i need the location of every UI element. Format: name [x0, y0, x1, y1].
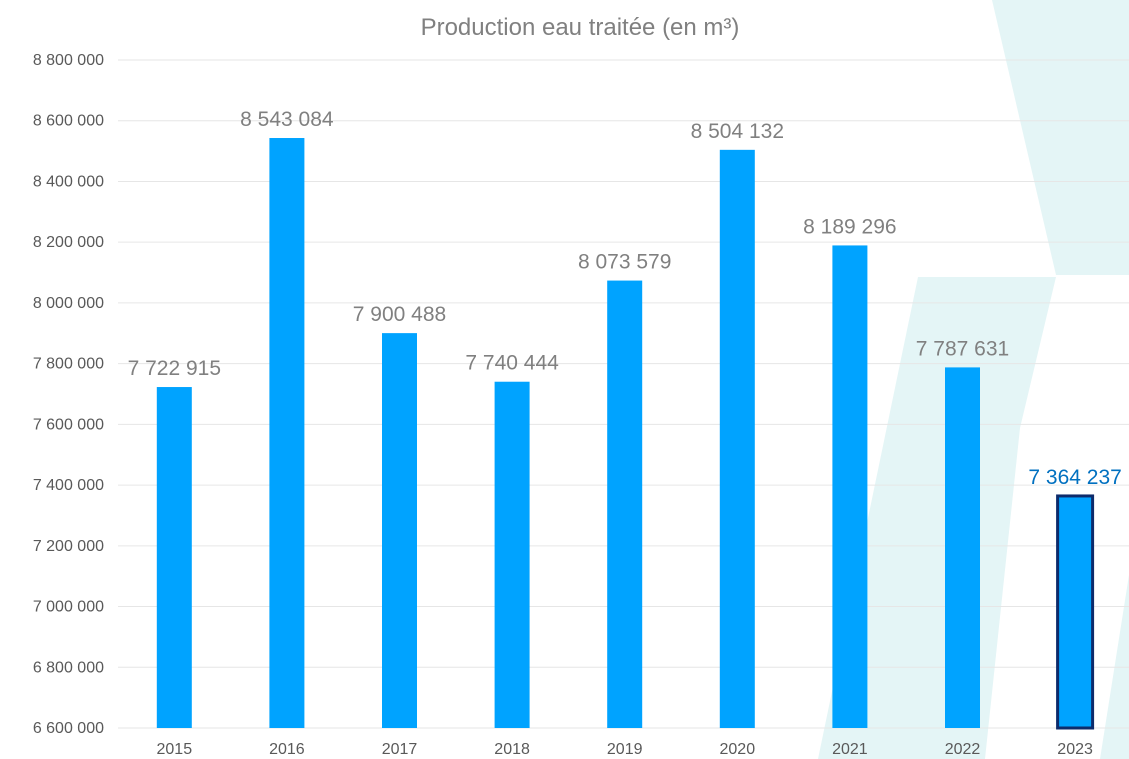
x-tick-label-2015: 2015 [157, 741, 193, 758]
data-label-2020: 8 504 132 [691, 120, 784, 143]
background-decoration [818, 0, 1129, 759]
x-tick-label-2020: 2020 [720, 741, 756, 758]
data-label-2022: 7 787 631 [916, 337, 1009, 360]
bar-2022 [945, 367, 980, 728]
y-tick-label: 8 000 000 [33, 295, 104, 312]
x-tick-label-2017: 2017 [382, 741, 418, 758]
bar-2023 [1056, 494, 1095, 730]
data-labels: 7 722 915 8 543 084 7 900 488 7 740 444 8 07… [128, 108, 1122, 489]
y-tick-label: 8 200 000 [33, 234, 104, 251]
bar-2016 [269, 138, 305, 728]
bar-2015 [156, 387, 192, 728]
y-tick-label: 8 600 000 [33, 113, 104, 130]
bar-2021 [832, 245, 868, 728]
background-stripe-bottom [818, 277, 1056, 759]
x-tick-label-2019: 2019 [607, 741, 643, 758]
data-label-2023: 7 364 237 [1028, 466, 1121, 489]
y-tick-label: 8 800 000 [33, 52, 104, 69]
y-tick-label: 7 400 000 [33, 477, 104, 494]
y-tick-label: 6 800 000 [33, 659, 104, 676]
bar-2018 [494, 381, 530, 728]
y-tick-label: 7 600 000 [33, 416, 104, 433]
y-tick-label: 7 800 000 [33, 356, 104, 373]
x-tick-label-2022: 2022 [945, 741, 981, 758]
data-label-2017: 7 900 488 [353, 303, 446, 326]
background-stripe-top [992, 0, 1129, 275]
data-label-2021: 8 189 296 [803, 215, 896, 238]
data-label-2015: 7 722 915 [128, 357, 221, 380]
data-label-2016: 8 543 084 [240, 108, 334, 131]
x-tick-label-2016: 2016 [269, 741, 305, 758]
bar-2017 [382, 333, 417, 728]
x-tick-label-2023: 2023 [1057, 741, 1093, 758]
x-tick-label-2018: 2018 [494, 741, 530, 758]
x-tick-label-2021: 2021 [832, 741, 868, 758]
x-axis-ticks: 2015 2016 2017 2018 2019 2020 2021 2022 2023 [157, 741, 1093, 758]
bar-2019 [607, 280, 643, 728]
bars [156, 138, 1095, 730]
chart-title: Production eau traitée (en m³) [420, 14, 740, 41]
bar-2020 [719, 149, 755, 728]
y-tick-label: 7 200 000 [33, 538, 104, 555]
y-tick-label: 7 000 000 [33, 599, 104, 616]
y-axis-ticks: 6 600 000 6 800 000 7 000 000 7 200 000 7 40… [33, 52, 104, 737]
y-tick-label: 6 600 000 [33, 720, 104, 737]
data-label-2019: 8 073 579 [578, 251, 671, 274]
y-tick-label: 8 400 000 [33, 173, 104, 190]
data-label-2018: 7 740 444 [465, 352, 559, 375]
